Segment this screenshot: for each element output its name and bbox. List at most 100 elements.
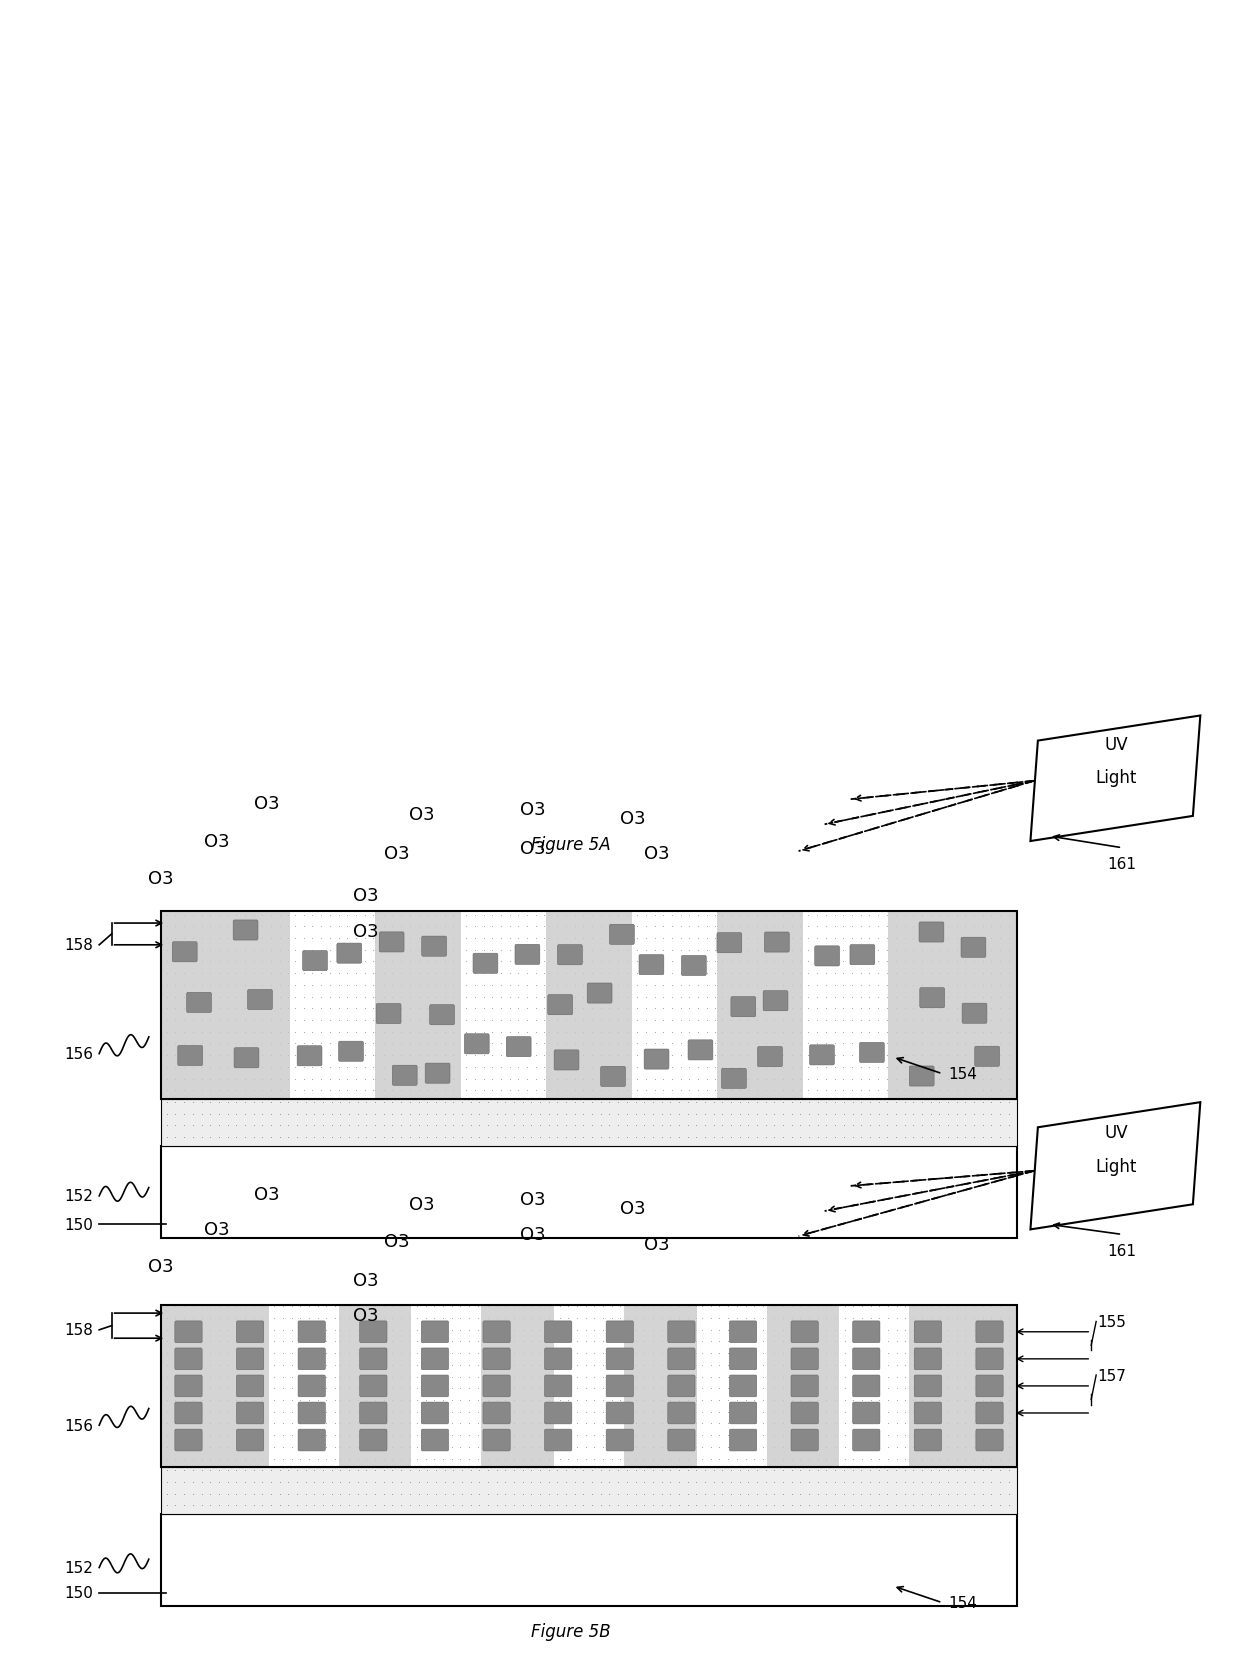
FancyBboxPatch shape — [914, 1402, 941, 1424]
FancyBboxPatch shape — [429, 1005, 454, 1026]
FancyBboxPatch shape — [717, 934, 742, 954]
FancyBboxPatch shape — [668, 1348, 696, 1370]
FancyBboxPatch shape — [914, 1429, 941, 1450]
FancyBboxPatch shape — [298, 1429, 325, 1450]
Text: 157: 157 — [1097, 1369, 1126, 1382]
Text: 158: 158 — [64, 1323, 93, 1337]
FancyBboxPatch shape — [422, 937, 446, 957]
Bar — [697, 1305, 766, 1467]
Bar — [290, 912, 374, 1099]
Bar — [631, 912, 717, 1099]
Text: 152: 152 — [64, 1190, 93, 1203]
Text: 152: 152 — [64, 1561, 93, 1574]
Polygon shape — [1030, 716, 1200, 842]
FancyBboxPatch shape — [962, 1004, 987, 1024]
Text: 161: 161 — [1107, 857, 1137, 872]
FancyBboxPatch shape — [853, 1322, 880, 1343]
FancyBboxPatch shape — [175, 1375, 202, 1397]
FancyBboxPatch shape — [177, 1046, 202, 1066]
FancyBboxPatch shape — [548, 995, 573, 1016]
Bar — [161, 1099, 1017, 1146]
FancyBboxPatch shape — [729, 1348, 756, 1370]
FancyBboxPatch shape — [639, 955, 663, 975]
FancyBboxPatch shape — [248, 990, 273, 1010]
FancyBboxPatch shape — [482, 1322, 510, 1343]
Text: O3: O3 — [353, 1271, 378, 1288]
FancyBboxPatch shape — [303, 950, 327, 970]
FancyBboxPatch shape — [729, 1429, 756, 1450]
Bar — [161, 1514, 1017, 1606]
Text: O3: O3 — [254, 1186, 279, 1203]
FancyBboxPatch shape — [791, 1402, 818, 1424]
FancyBboxPatch shape — [544, 1322, 572, 1343]
FancyBboxPatch shape — [729, 1322, 756, 1343]
FancyBboxPatch shape — [425, 1064, 450, 1084]
FancyBboxPatch shape — [472, 954, 497, 974]
FancyBboxPatch shape — [554, 1051, 579, 1071]
Text: O3: O3 — [149, 1258, 174, 1275]
FancyBboxPatch shape — [764, 932, 789, 952]
FancyBboxPatch shape — [392, 1066, 417, 1086]
FancyBboxPatch shape — [237, 1402, 264, 1424]
FancyBboxPatch shape — [237, 1429, 264, 1450]
FancyBboxPatch shape — [606, 1322, 634, 1343]
FancyBboxPatch shape — [976, 1429, 1003, 1450]
Bar — [269, 1305, 339, 1467]
FancyBboxPatch shape — [610, 925, 635, 945]
Text: O3: O3 — [353, 923, 378, 940]
FancyBboxPatch shape — [810, 1046, 835, 1066]
FancyBboxPatch shape — [175, 1348, 202, 1370]
FancyBboxPatch shape — [763, 990, 787, 1010]
Text: 150: 150 — [64, 1586, 93, 1599]
FancyBboxPatch shape — [234, 1047, 259, 1067]
Text: O3: O3 — [645, 1236, 670, 1253]
FancyBboxPatch shape — [379, 932, 404, 952]
Text: 150: 150 — [64, 1218, 93, 1231]
FancyBboxPatch shape — [791, 1348, 818, 1370]
FancyBboxPatch shape — [376, 1004, 401, 1024]
FancyBboxPatch shape — [920, 989, 945, 1009]
FancyBboxPatch shape — [175, 1322, 202, 1343]
FancyBboxPatch shape — [606, 1348, 634, 1370]
FancyBboxPatch shape — [360, 1348, 387, 1370]
FancyBboxPatch shape — [422, 1429, 449, 1450]
FancyBboxPatch shape — [729, 1375, 756, 1397]
FancyBboxPatch shape — [588, 984, 613, 1004]
FancyBboxPatch shape — [606, 1429, 634, 1450]
Text: O3: O3 — [384, 845, 409, 862]
Text: O3: O3 — [205, 1221, 229, 1238]
Text: 161: 161 — [1107, 1243, 1137, 1258]
Text: O3: O3 — [409, 806, 434, 823]
FancyBboxPatch shape — [544, 1429, 572, 1450]
FancyBboxPatch shape — [668, 1322, 696, 1343]
FancyBboxPatch shape — [668, 1429, 696, 1450]
Text: O3: O3 — [353, 1307, 378, 1323]
Text: Figure 5A: Figure 5A — [531, 836, 610, 853]
FancyBboxPatch shape — [233, 920, 258, 940]
FancyBboxPatch shape — [237, 1322, 264, 1343]
Text: O3: O3 — [205, 833, 229, 850]
FancyBboxPatch shape — [482, 1375, 510, 1397]
Text: 155: 155 — [1097, 1315, 1126, 1328]
FancyBboxPatch shape — [606, 1375, 634, 1397]
FancyBboxPatch shape — [422, 1402, 449, 1424]
FancyBboxPatch shape — [298, 1402, 325, 1424]
FancyBboxPatch shape — [976, 1402, 1003, 1424]
FancyBboxPatch shape — [853, 1348, 880, 1370]
FancyBboxPatch shape — [849, 945, 874, 965]
FancyBboxPatch shape — [360, 1375, 387, 1397]
Bar — [839, 1305, 909, 1467]
FancyBboxPatch shape — [975, 1047, 999, 1067]
FancyBboxPatch shape — [791, 1322, 818, 1343]
FancyBboxPatch shape — [600, 1067, 625, 1087]
Bar — [161, 1146, 1017, 1238]
FancyBboxPatch shape — [919, 922, 944, 942]
Bar — [554, 1305, 624, 1467]
FancyBboxPatch shape — [682, 955, 707, 975]
FancyBboxPatch shape — [298, 1348, 325, 1370]
Text: Light: Light — [1095, 1158, 1137, 1174]
FancyBboxPatch shape — [729, 1402, 756, 1424]
FancyBboxPatch shape — [976, 1375, 1003, 1397]
Text: O3: O3 — [254, 795, 279, 811]
Text: 156: 156 — [64, 1419, 93, 1432]
